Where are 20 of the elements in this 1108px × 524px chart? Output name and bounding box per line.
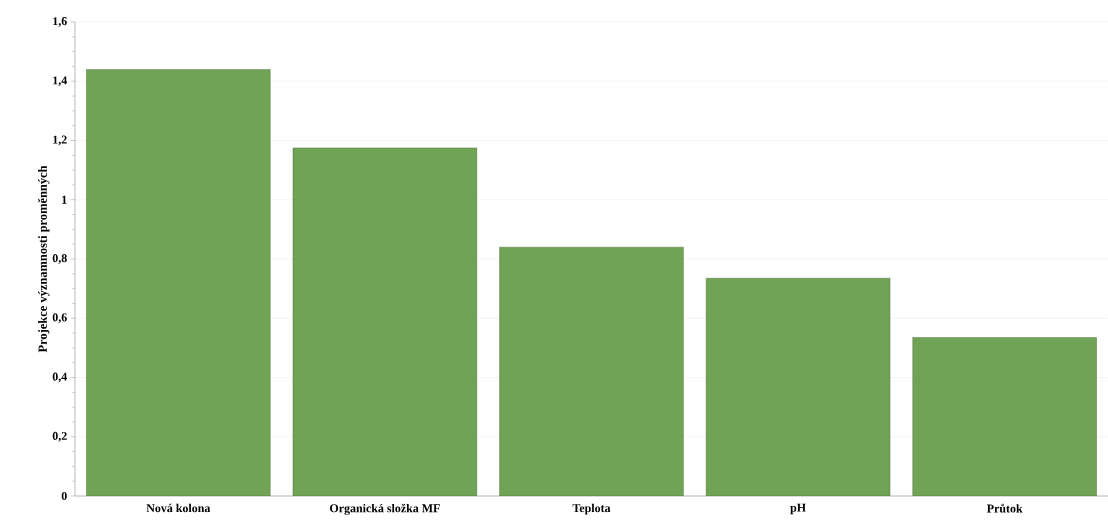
x-tick-label: Průtok xyxy=(986,503,1023,513)
bar xyxy=(912,337,1097,496)
bar xyxy=(86,69,271,496)
x-tick-label: pH xyxy=(790,503,806,515)
bar xyxy=(292,147,478,496)
y-tick-label: 0,8 xyxy=(52,254,67,264)
y-tick-label: 0,2 xyxy=(52,431,67,442)
x-tick-label: Organická složka MF xyxy=(330,503,440,515)
y-tick-label: 0,4 xyxy=(52,372,67,383)
y-axis-title: Projekce významnosti proměnných xyxy=(37,165,50,353)
y-tick-label: 1,4 xyxy=(53,76,67,87)
x-tick-label: Nová kolona xyxy=(146,503,211,513)
y-tick-label: 0,6 xyxy=(52,313,67,324)
y-tick-label: 1,6 xyxy=(53,17,67,27)
y-tick-label: 1,2 xyxy=(53,135,67,146)
bar xyxy=(705,278,891,496)
bar xyxy=(499,246,684,496)
x-tick-label: Teplota xyxy=(572,503,611,515)
y-tick-label: 1 xyxy=(62,195,67,204)
y-tick-label: 0 xyxy=(61,491,67,501)
